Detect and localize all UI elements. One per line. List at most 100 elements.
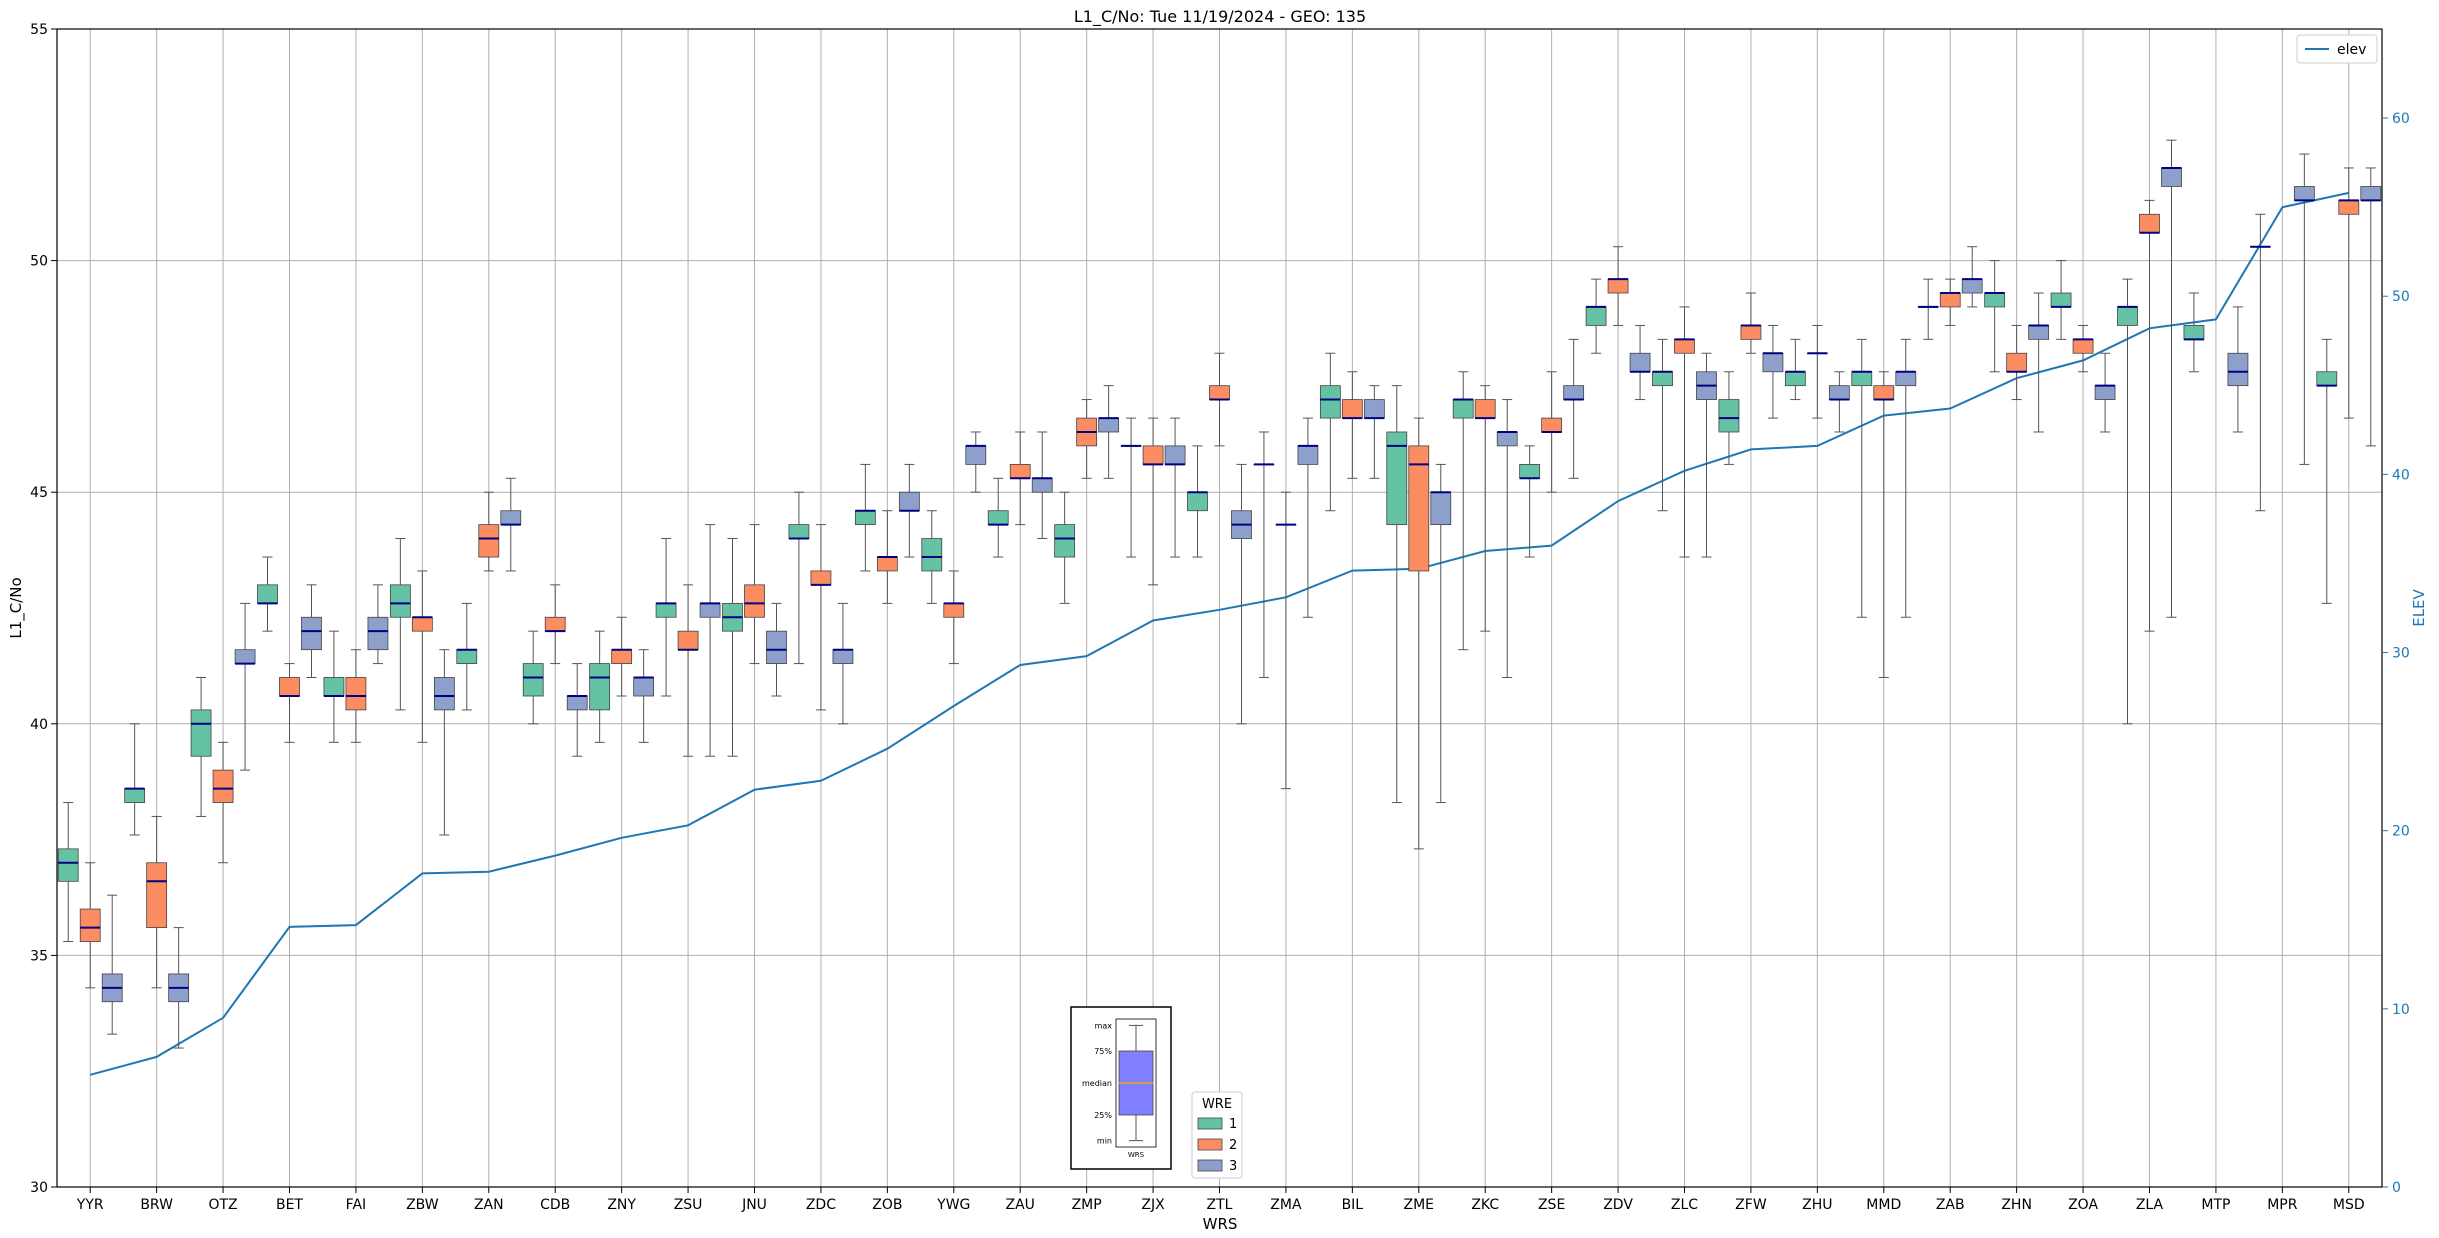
box-ZSE-wre1 <box>1519 445 1541 558</box>
box-iqr <box>2139 213 2160 234</box>
box-ZOB-wre2 <box>876 510 898 604</box>
box-ZLC-wre1 <box>1652 338 1673 512</box>
box-ZNY-wre3 <box>633 649 655 743</box>
box-iqr <box>2227 352 2249 387</box>
x-tick-label: ZBW <box>406 1197 439 1213</box>
box-MMD-wre2 <box>1873 371 1895 678</box>
box-ZAU-wre2 <box>1009 431 1031 526</box>
box-iqr <box>1054 524 1076 558</box>
box-iqr <box>1585 306 1607 326</box>
box-iqr <box>500 510 522 526</box>
key-inset-label: min <box>1097 1137 1112 1146</box>
box-ZTL-wre1 <box>1187 445 1208 558</box>
x-tick-label: ZJX <box>1141 1197 1165 1213</box>
box-ZFW-wre2 <box>1740 292 1762 354</box>
box-iqr <box>79 908 101 942</box>
box-ZBW-wre2 <box>411 570 433 743</box>
box-OTZ-wre1 <box>190 676 212 817</box>
box-iqr <box>411 616 433 632</box>
x-tick-label: BET <box>276 1197 303 1213</box>
box-ZOA-wre2 <box>2072 324 2094 373</box>
box-OTZ-wre3 <box>234 602 256 771</box>
box-iqr <box>2183 325 2205 340</box>
box-ZJX-wre2 <box>1142 417 1164 586</box>
box-ZHU-wre3 <box>1828 371 1850 433</box>
box-iqr <box>1740 325 1762 340</box>
box-ZAN-wre1 <box>456 602 478 711</box>
box-YWG-wre3 <box>965 431 987 493</box>
x-tick-label: ZDV <box>1603 1197 1633 1213</box>
box-iqr <box>522 663 544 697</box>
box-iqr <box>212 769 234 803</box>
x-tick-label: MTP <box>2201 1197 2230 1213</box>
box-iqr <box>1363 399 1385 419</box>
box-MSD-wre2 <box>2338 167 2360 419</box>
y2-tick-label: 10 <box>2392 1002 2410 1018</box>
box-iqr <box>1939 292 1961 308</box>
legend-layer: WRE 1 2 3 elev <box>1191 34 2378 1179</box>
box-iqr <box>566 695 588 711</box>
box-ZDC-wre3 <box>832 602 854 725</box>
box-ZKC-wre3 <box>1496 399 1518 678</box>
box-BIL-wre2 <box>1341 371 1363 479</box>
box-iqr <box>1297 445 1319 465</box>
x-axis-label: WRS <box>1203 1215 1238 1233</box>
x-tick-label: MMD <box>1866 1197 1901 1213</box>
box-ZAU-wre1 <box>987 477 1009 558</box>
box-iqr <box>1319 385 1341 419</box>
y-tick-label: 40 <box>30 717 48 733</box>
wre-legend-frame <box>1191 1091 1243 1179</box>
box-YYR-wre3 <box>101 894 123 1035</box>
box-ZOB-wre1 <box>854 463 876 572</box>
box-iqr <box>1961 278 1983 294</box>
x-tick-label: ZSE <box>1538 1197 1565 1213</box>
box-YWG-wre1 <box>921 510 943 604</box>
box-ZMP-wre3 <box>1098 385 1120 479</box>
box-ZLA-wre3 <box>2161 139 2182 618</box>
box-BIL-wre1 <box>1319 352 1341 512</box>
box-iqr <box>2338 199 2360 215</box>
box-iqr <box>1496 431 1518 447</box>
box-iqr <box>677 630 699 651</box>
box-ZHN-wre3 <box>2028 292 2050 433</box>
box-iqr <box>323 677 345 697</box>
box-iqr <box>1519 464 1541 479</box>
box-iqr <box>544 616 566 632</box>
box-ZDV-wre1 <box>1585 278 1607 354</box>
box-BET-wre2 <box>279 663 300 743</box>
y-tick-label: 55 <box>30 22 48 38</box>
box-ZME-wre1 <box>1386 385 1408 804</box>
box-iqr <box>1718 399 1740 433</box>
box-iqr <box>1164 445 1186 465</box>
box-layer <box>57 139 2382 1049</box>
box-JNU-wre2 <box>744 524 765 665</box>
box-iqr <box>2072 338 2094 354</box>
box-BRW-wre3 <box>168 927 190 1049</box>
box-ZLA-wre1 <box>2117 278 2138 725</box>
box-iqr <box>1652 371 1673 387</box>
box-ZNY-wre1 <box>589 630 611 743</box>
box-iqr <box>190 709 212 757</box>
box-iqr <box>2094 385 2116 400</box>
y2-tick-label: 50 <box>2392 289 2410 305</box>
box-ZTL-wre3 <box>1231 463 1252 725</box>
box-iqr <box>2028 325 2050 340</box>
x-tick-label: BRW <box>140 1197 173 1213</box>
box-ZAU-wre3 <box>1031 431 1053 540</box>
box-ZME-wre3 <box>1430 463 1452 804</box>
box-ZSU-wre2 <box>677 584 699 757</box>
box-ZTL-wre2 <box>1209 352 1230 447</box>
x-tick-label: BIL <box>1342 1197 1364 1213</box>
box-iqr <box>279 677 300 697</box>
box-iqr <box>2316 371 2338 387</box>
box-iqr <box>943 602 965 618</box>
box-iqr <box>876 556 898 572</box>
x-tick-label: ZAU <box>1006 1197 1035 1213</box>
box-MMD-wre3 <box>1895 338 1917 618</box>
box-MTP-wre1 <box>2183 292 2205 373</box>
wre-legend-label: 1 <box>1229 1117 1237 1132</box>
box-iqr <box>1009 464 1031 479</box>
box-ZSU-wre1 <box>655 538 677 697</box>
box-ZMP-wre2 <box>1076 399 1098 479</box>
